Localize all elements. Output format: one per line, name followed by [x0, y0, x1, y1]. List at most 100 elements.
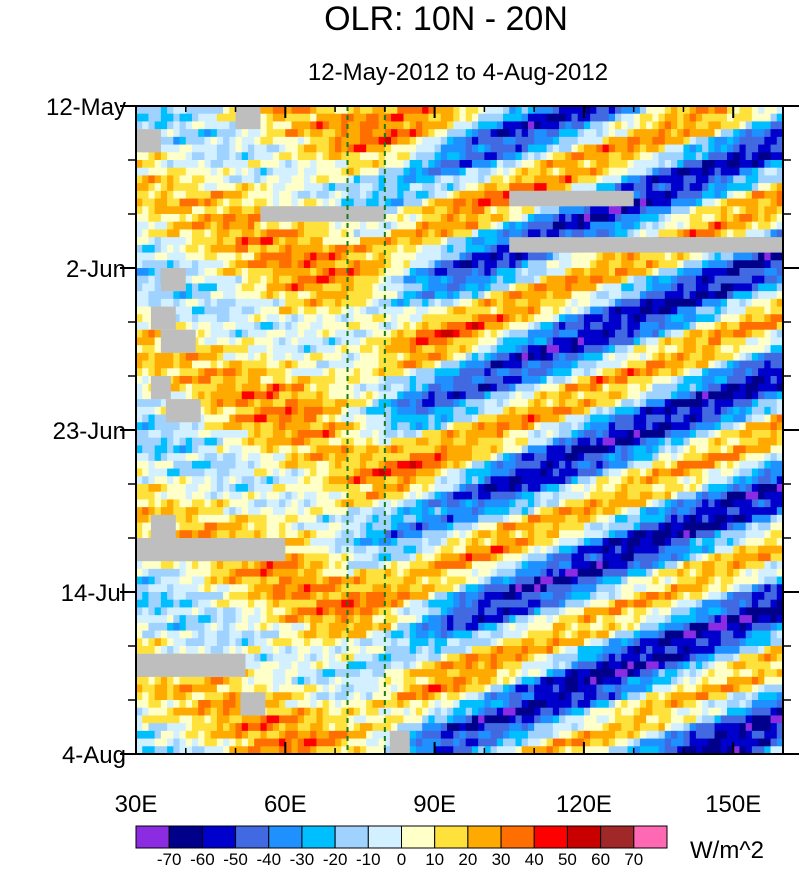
field-cell	[347, 198, 355, 207]
field-cell	[751, 160, 759, 169]
field-cell	[335, 190, 342, 200]
field-cell	[415, 345, 423, 354]
field-cell	[459, 437, 467, 447]
field-cell	[521, 406, 529, 416]
field-cell	[608, 183, 616, 192]
field-cell	[509, 468, 517, 477]
field-cell	[552, 460, 560, 470]
field-cell	[440, 283, 448, 292]
field-cell	[764, 152, 772, 161]
field-cell	[210, 190, 218, 200]
field-cell	[316, 414, 324, 423]
field-cell	[335, 121, 342, 130]
field-cell	[702, 376, 709, 385]
field-cell	[173, 175, 181, 184]
field-cell	[447, 221, 454, 231]
field-cell	[596, 221, 604, 231]
field-cell	[210, 214, 218, 223]
field-cell	[720, 360, 728, 369]
field-cell	[391, 360, 398, 369]
field-cell	[621, 252, 629, 261]
field-cell	[708, 283, 716, 292]
field-cell	[764, 352, 772, 362]
field-cell	[465, 136, 473, 146]
field-cell	[465, 399, 473, 408]
field-cell	[310, 360, 318, 369]
field-cell	[403, 252, 411, 261]
field-cell	[571, 136, 579, 146]
field-cell	[714, 391, 722, 400]
field-cell	[776, 445, 783, 454]
field-cell	[328, 406, 336, 416]
field-cell	[552, 352, 560, 362]
field-cell	[471, 121, 479, 130]
field-cell	[260, 268, 268, 277]
field-cell	[664, 345, 672, 354]
field-cell	[440, 383, 448, 393]
field-cell	[484, 167, 492, 177]
field-cell	[204, 121, 212, 130]
field-cell	[297, 406, 305, 416]
field-cell	[235, 129, 243, 138]
field-cell	[627, 121, 635, 130]
field-cell	[708, 360, 716, 369]
field-cell	[527, 160, 535, 169]
field-cell	[702, 252, 709, 261]
field-cell	[565, 306, 573, 315]
field-cell	[247, 214, 255, 223]
field-cell	[503, 198, 510, 207]
field-cell	[447, 275, 454, 285]
field-cell	[459, 430, 467, 439]
field-cell	[689, 121, 697, 130]
field-cell	[391, 244, 398, 254]
field-cell	[384, 329, 392, 339]
field-cell	[503, 314, 510, 323]
field-cell	[540, 291, 548, 300]
field-cell	[359, 368, 367, 377]
field-cell	[434, 352, 442, 362]
field-cell	[608, 275, 616, 285]
field-cell	[447, 345, 454, 354]
field-cell	[758, 283, 765, 292]
field-cell	[509, 322, 517, 331]
field-cell	[615, 360, 622, 369]
field-cell	[615, 268, 622, 277]
field-cell	[646, 414, 653, 423]
field-cell	[608, 460, 616, 470]
field-cell	[540, 229, 548, 238]
field-cell	[671, 430, 678, 439]
field-cell	[415, 244, 423, 254]
field-cell	[247, 190, 255, 200]
field-cell	[303, 252, 311, 261]
field-cell	[453, 445, 461, 454]
field-cell	[453, 337, 461, 346]
field-cell	[154, 252, 162, 261]
field-cell	[727, 322, 734, 331]
field-cell	[664, 352, 672, 362]
field-cell	[409, 345, 417, 354]
field-cell	[341, 345, 349, 354]
field-cell	[490, 167, 498, 177]
field-cell	[247, 144, 255, 153]
field-cell	[403, 445, 411, 454]
field-cell	[621, 414, 629, 423]
field-cell	[148, 445, 156, 454]
field-cell	[751, 183, 759, 192]
field-cell	[727, 345, 734, 354]
field-cell	[615, 252, 622, 261]
field-cell	[148, 206, 156, 215]
field-cell	[397, 136, 405, 146]
field-cell	[608, 144, 616, 153]
field-cell	[291, 329, 299, 339]
field-cell	[646, 337, 653, 346]
field-cell	[565, 399, 573, 408]
field-cell	[596, 260, 604, 269]
field-cell	[285, 368, 293, 377]
field-cell	[484, 445, 492, 454]
field-cell	[422, 383, 429, 393]
field-cell	[453, 430, 461, 439]
field-cell	[384, 175, 392, 184]
field-cell	[335, 322, 342, 331]
field-cell	[422, 399, 429, 408]
field-cell	[739, 275, 747, 285]
